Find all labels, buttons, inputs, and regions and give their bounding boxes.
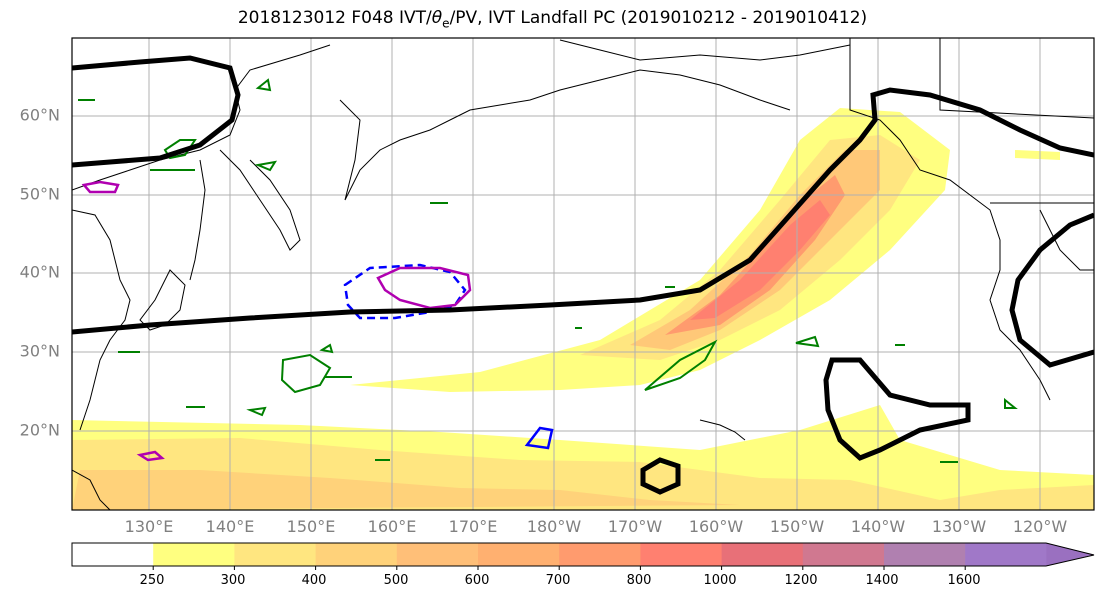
coast-japan [139, 269, 186, 331]
latitude-labels: 60°N 50°N 40°N 30°N 20°N [20, 106, 60, 440]
colorbar-segment [721, 543, 804, 566]
coast-alaska-north [559, 39, 851, 61]
lon-label: 150°E [287, 517, 336, 536]
coast-na-west [849, 38, 1051, 401]
coast-asia-north [72, 44, 331, 191]
coast-philippines [72, 469, 111, 510]
colorbar-tick-label: 1000 [703, 573, 736, 588]
colorbar-extend-arrow [1046, 543, 1094, 566]
colorbar-segment [559, 543, 641, 566]
ivt-river-core [665, 175, 845, 335]
pc-contour-small [640, 457, 681, 495]
lat-label: 30°N [20, 342, 60, 361]
pv-contour [319, 343, 334, 354]
lat-label: 40°N [20, 263, 60, 282]
lon-label: 150°W [770, 517, 825, 536]
pv-contour [254, 160, 278, 172]
colorbar-tick-label: 1600 [947, 573, 980, 588]
colorbar-segment [234, 543, 317, 566]
border-canada [939, 38, 1094, 119]
theta-e-contour [136, 450, 165, 462]
coast-kamchatka [219, 149, 301, 251]
colorbar-tick-label: 800 [627, 573, 652, 588]
colorbar-tick-label: 600 [465, 573, 490, 588]
colorbar-tick-label: 1400 [865, 573, 898, 588]
lat-label: 20°N [20, 421, 60, 440]
coast-asia-east [72, 209, 131, 431]
theta-e-contour [376, 266, 472, 310]
pv-contour [280, 353, 332, 394]
lon-label: 160°E [368, 517, 417, 536]
colorbar-segment [802, 543, 885, 566]
ivt-shading [72, 108, 1094, 510]
colorbar-tick-label: 300 [221, 573, 246, 588]
pv-contour [246, 406, 267, 417]
theta-e-contour [81, 180, 120, 194]
colorbar-segment [640, 543, 723, 566]
lon-label: 120°W [1013, 517, 1068, 536]
pv-negative-small [524, 426, 554, 450]
pv-contour [795, 335, 820, 348]
grid-lines [72, 38, 1094, 510]
figure-title: 2018123012 F048 IVT/θe/PV, IVT Landfall … [237, 8, 868, 31]
lon-label: 170°W [608, 517, 663, 536]
colorbar-segments [72, 543, 1094, 566]
coast-sakhalin [189, 159, 206, 281]
pv-positive-contours [163, 78, 1018, 417]
pc-contour-hawaii [823, 357, 971, 461]
pc-contour-east [1009, 212, 1094, 368]
colorbar: 250 300 400 500 600 700 800 1000 1200 14… [71, 542, 1095, 588]
colorbar-tick-label: 400 [302, 573, 327, 588]
ivt-river-peak [690, 200, 830, 320]
coastlines [72, 38, 1094, 510]
colorbar-segment [884, 543, 966, 566]
colorbar-tick-label: 250 [140, 573, 165, 588]
coast-hawaii [699, 419, 746, 441]
colorbar-tick-label: 500 [384, 573, 409, 588]
colorbar-segment [153, 543, 235, 566]
colorbar-segment [478, 543, 560, 566]
pv-positive-small [78, 99, 958, 463]
lon-label: 180°W [527, 517, 582, 536]
lat-label: 60°N [20, 106, 60, 125]
pv-contour [1004, 397, 1018, 409]
pc-contour-north [72, 55, 241, 168]
pv-contour [644, 339, 718, 391]
colorbar-tick-label: 700 [546, 573, 571, 588]
pc-contour-main [72, 87, 1094, 335]
coast-bering [339, 69, 791, 201]
lon-label: 140°E [206, 517, 255, 536]
colorbar-segment [72, 543, 154, 566]
colorbar-frame [71, 542, 1095, 567]
colorbar-segment [965, 543, 1047, 566]
longitude-labels: 130°E 140°E 150°E 160°E 170°E 180°W 170°… [125, 517, 1068, 536]
colorbar-tick-label: 1200 [784, 573, 817, 588]
map-frame [71, 37, 1095, 511]
lon-label: 130°E [125, 517, 174, 536]
lon-label: 170°E [449, 517, 498, 536]
colorbar-segment [315, 543, 398, 566]
lon-label: 140°W [851, 517, 906, 536]
state-borders [1039, 209, 1094, 271]
lon-label: 130°W [932, 517, 987, 536]
lat-label: 50°N [20, 185, 60, 204]
ivt-band-tropical-core [72, 470, 740, 510]
ivt-small-patch [1015, 150, 1060, 160]
pc-contours [72, 55, 1094, 495]
pv-contour [255, 78, 272, 92]
colorbar-segment [396, 543, 479, 566]
colorbar-ticks [152, 566, 966, 570]
lon-label: 160°W [689, 517, 744, 536]
